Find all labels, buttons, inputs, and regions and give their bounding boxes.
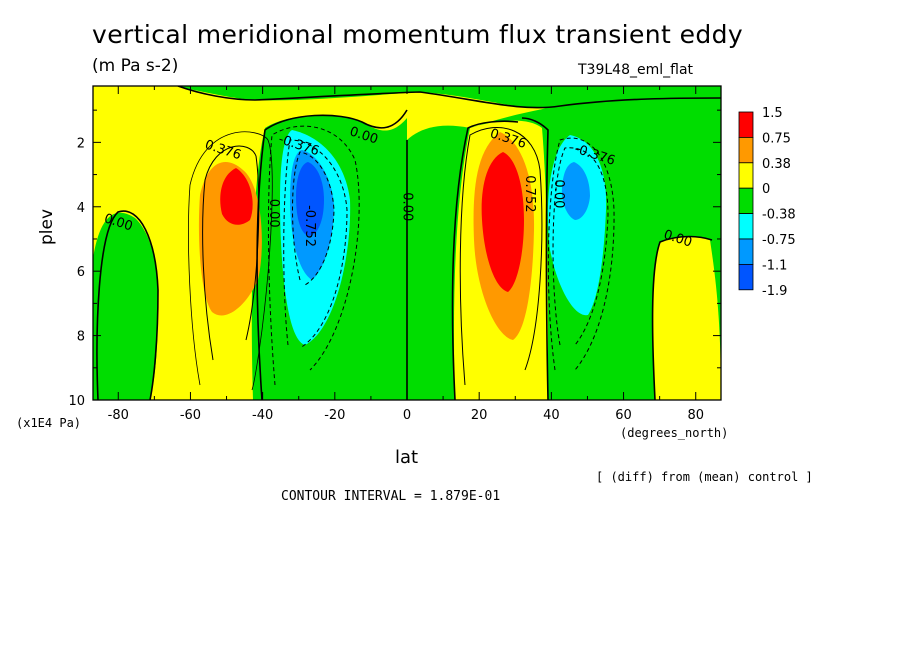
x-axis-label: lat — [395, 447, 419, 468]
zero-line-southern-mid — [256, 109, 408, 400]
y-tick-label-3: 8 — [77, 330, 85, 345]
contour-label-7: 0.752 — [522, 175, 537, 212]
contour-interval: CONTOUR INTERVAL = 1.879E-01 — [281, 489, 501, 504]
colorbar-swatch-2 — [738, 162, 754, 189]
contour-line-8 — [552, 147, 609, 346]
contour-line-5 — [292, 151, 335, 286]
colorbar-label-0: 1.5 — [762, 106, 783, 121]
colorbar-label-1: 0.75 — [762, 131, 791, 146]
y-tick-label-2: 6 — [77, 265, 85, 280]
y-axis: 2 4 6 8 10 — [68, 109, 721, 409]
contour-field — [93, 86, 721, 400]
colorbar-swatch-4 — [738, 213, 754, 240]
colorbar-swatch-0 — [738, 111, 754, 138]
colorbar-label-7: -1.9 — [762, 284, 787, 299]
x-tick-label-8: 80 — [687, 408, 704, 423]
zero-line-far-south — [96, 210, 159, 400]
y-axis-units: (x1E4 Pa) — [16, 416, 82, 430]
zero-line-north-mid — [521, 117, 549, 400]
colorbar-swatch-3 — [738, 187, 754, 214]
y-tick-label-1: 4 — [77, 201, 85, 216]
x-tick-label-5: 20 — [471, 408, 488, 423]
contour-label-5: 0.00 — [400, 192, 415, 221]
x-tick-label-3: -20 — [324, 408, 345, 423]
band-zero-far-south — [93, 212, 158, 400]
x-tick-label-7: 60 — [615, 408, 632, 423]
contour-label-2: -0.752 — [302, 205, 317, 247]
y-tick-label-4: 10 — [68, 394, 85, 409]
contour-line-4 — [283, 139, 348, 349]
x-tick-label-1: -60 — [180, 408, 201, 423]
lobe-north-positive-075 — [481, 152, 524, 292]
diff-note: [ (diff) from (mean) control ] — [596, 470, 813, 484]
colorbar-swatch-6 — [738, 263, 754, 291]
y-tick-label-0: 2 — [77, 136, 85, 151]
run-label: T39L48_eml_flat — [578, 62, 694, 78]
colorbar-label-5: -0.75 — [762, 233, 796, 248]
zero-line-north-jet — [451, 120, 519, 400]
colorbar: 1.5 0.75 0.38 0 -0.38 -0.75 -1.1 -1.9 — [738, 106, 796, 299]
x-tick-label-6: 40 — [543, 408, 560, 423]
lobe-north-negative-075 — [561, 162, 590, 220]
colorbar-label-6: -1.1 — [762, 258, 787, 273]
colorbar-swatch-1 — [738, 136, 754, 164]
lobe-south-negative-11 — [296, 162, 324, 236]
x-tick-label-0: -80 — [108, 408, 129, 423]
colorbar-label-4: -0.38 — [762, 208, 796, 223]
zero-line-far-north — [651, 235, 713, 400]
chart-title: vertical meridional momentum flux transi… — [92, 20, 744, 49]
x-tick-label-2: -40 — [252, 408, 273, 423]
colorbar-swatch-5 — [738, 238, 754, 265]
colorbar-label-2: 0.38 — [762, 157, 791, 172]
contour-label-3: 0.00 — [266, 199, 281, 228]
lobe-south-positive-075 — [220, 168, 253, 225]
band-positive-far-north — [652, 236, 721, 400]
x-axis-units: (degrees_north) — [620, 426, 729, 440]
x-tick-label-4: 0 — [403, 408, 411, 423]
colorbar-label-3: 0 — [762, 182, 770, 197]
contour-line-1 — [188, 131, 273, 391]
chart-units: (m Pa s-2) — [92, 56, 179, 76]
contour-label-8: 0.00 — [551, 179, 566, 208]
x-axis: -80 -60 -40 -20 0 20 40 60 80 — [108, 86, 704, 423]
contour-line-6 — [459, 127, 543, 386]
lobe-north-negative-038 — [547, 135, 607, 316]
zero-line-top — [177, 86, 721, 109]
